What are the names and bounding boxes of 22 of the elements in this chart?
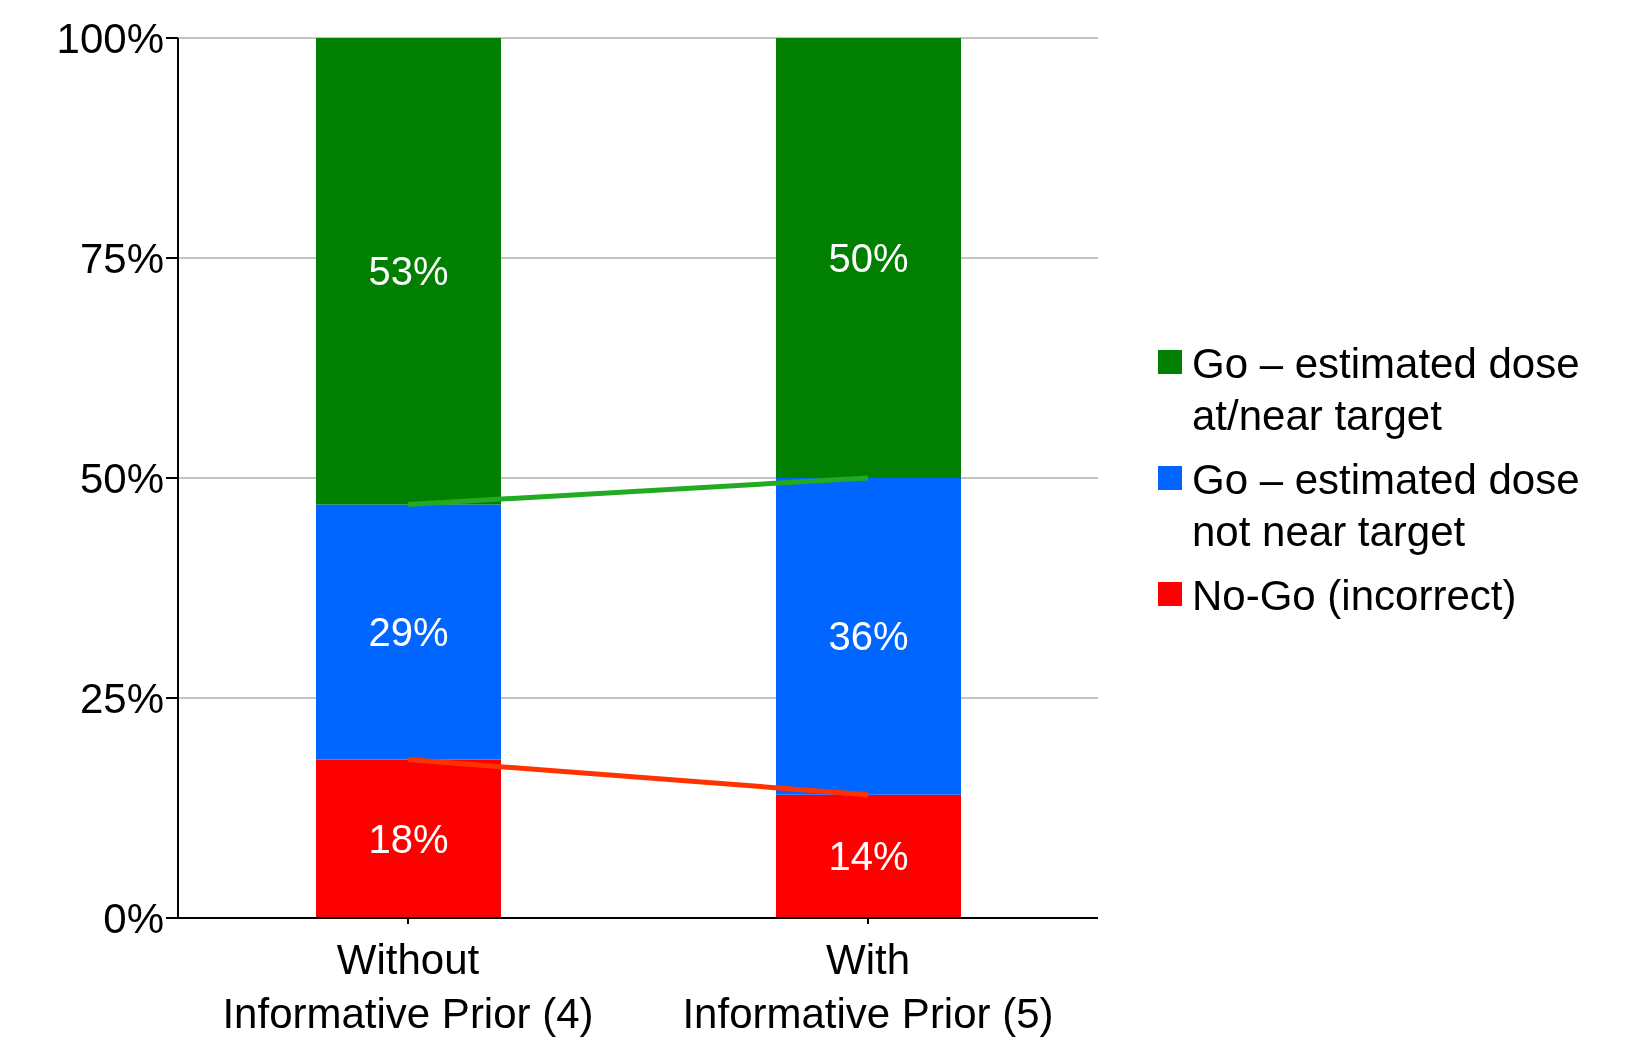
x-tick-label: Without Informative Prior (4) — [222, 936, 594, 1037]
y-tick-label: 50% — [79, 454, 164, 502]
y-tick-label: 25% — [79, 674, 164, 722]
bar — [316, 759, 501, 918]
y-tick-label: 0% — [103, 894, 164, 942]
data-label: 50% — [828, 236, 909, 280]
y-tick-label: 100% — [56, 14, 164, 62]
bar — [776, 38, 961, 478]
bar — [776, 794, 961, 918]
y-tick-label: 75% — [79, 234, 164, 282]
bar — [776, 478, 961, 795]
data-label: 53% — [368, 249, 449, 294]
bar — [316, 504, 501, 760]
legend-label: Go – estimated dose not near target — [1192, 455, 1581, 557]
data-label: 14% — [828, 834, 909, 879]
bar — [316, 38, 501, 505]
legend-label: No-Go (incorrect) — [1192, 571, 1517, 621]
data-label: 18% — [368, 816, 449, 861]
data-label: 29% — [368, 610, 449, 654]
legend-label: Go – estimated dose at/near target — [1192, 339, 1581, 441]
x-tick-label: With Informative Prior (5) — [682, 936, 1054, 1037]
data-label: 36% — [828, 614, 909, 659]
